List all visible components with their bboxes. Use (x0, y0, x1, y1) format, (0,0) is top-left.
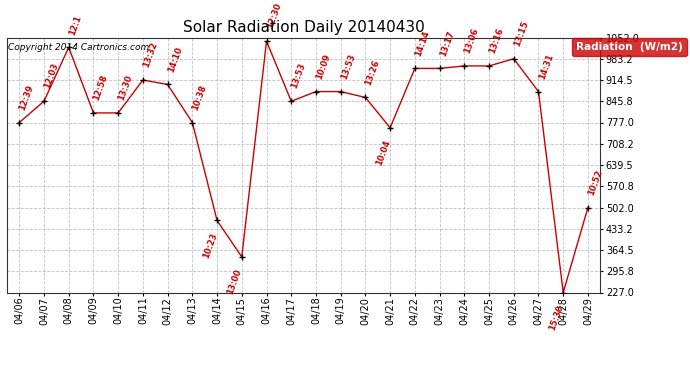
Text: 13:00: 13:00 (226, 268, 244, 296)
Text: 13:26: 13:26 (364, 58, 382, 86)
Text: 13:53: 13:53 (290, 62, 307, 90)
Text: 12:1: 12:1 (67, 13, 83, 36)
Text: 12:30: 12:30 (265, 2, 283, 30)
Text: 15:30: 15:30 (547, 304, 564, 332)
Text: 10:23: 10:23 (201, 232, 219, 260)
Text: 13:06: 13:06 (463, 27, 480, 55)
Text: 10:04: 10:04 (374, 139, 392, 167)
Text: 12:39: 12:39 (18, 83, 35, 111)
Title: Solar Radiation Daily 20140430: Solar Radiation Daily 20140430 (183, 20, 424, 35)
Text: Copyright 2014 Cartronics.com: Copyright 2014 Cartronics.com (8, 43, 149, 52)
Text: 10:52: 10:52 (586, 168, 604, 196)
Text: 14:10: 14:10 (166, 45, 184, 74)
Text: 13:17: 13:17 (438, 29, 455, 57)
Text: 13:53: 13:53 (339, 53, 357, 81)
Text: 14:14: 14:14 (413, 29, 431, 57)
Legend: Radiation  (W/m2): Radiation (W/m2) (572, 38, 687, 56)
Text: 12:03: 12:03 (43, 62, 60, 90)
Text: 10:09: 10:09 (315, 53, 332, 81)
Text: 13:16: 13:16 (488, 27, 505, 55)
Text: 13:15: 13:15 (512, 20, 530, 48)
Text: 14:31: 14:31 (537, 52, 555, 81)
Text: 12:58: 12:58 (92, 74, 110, 102)
Text: 10:38: 10:38 (191, 83, 208, 111)
Text: 13:32: 13:32 (141, 41, 159, 69)
Text: 13:30: 13:30 (117, 74, 134, 102)
